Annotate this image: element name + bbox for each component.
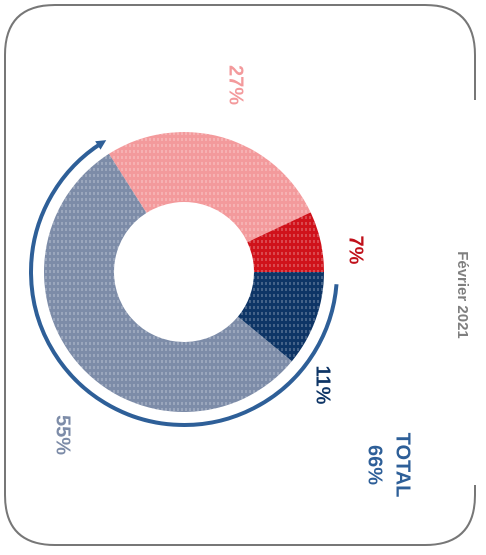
total-value: 66% <box>364 445 386 485</box>
value-label: 55% <box>52 415 74 455</box>
total-arrow <box>29 140 339 427</box>
value-label: 7% <box>345 236 367 265</box>
segment-texture <box>247 212 324 272</box>
total-label: TOTAL <box>392 433 414 498</box>
value-label: 11% <box>312 366 334 405</box>
segment-texture <box>108 132 311 243</box>
value-label: 27% <box>225 65 247 105</box>
subtitle: Février 2021 <box>454 251 471 339</box>
card-border <box>4 4 476 546</box>
segment-texture <box>237 272 324 362</box>
segment-texture <box>43 153 292 412</box>
